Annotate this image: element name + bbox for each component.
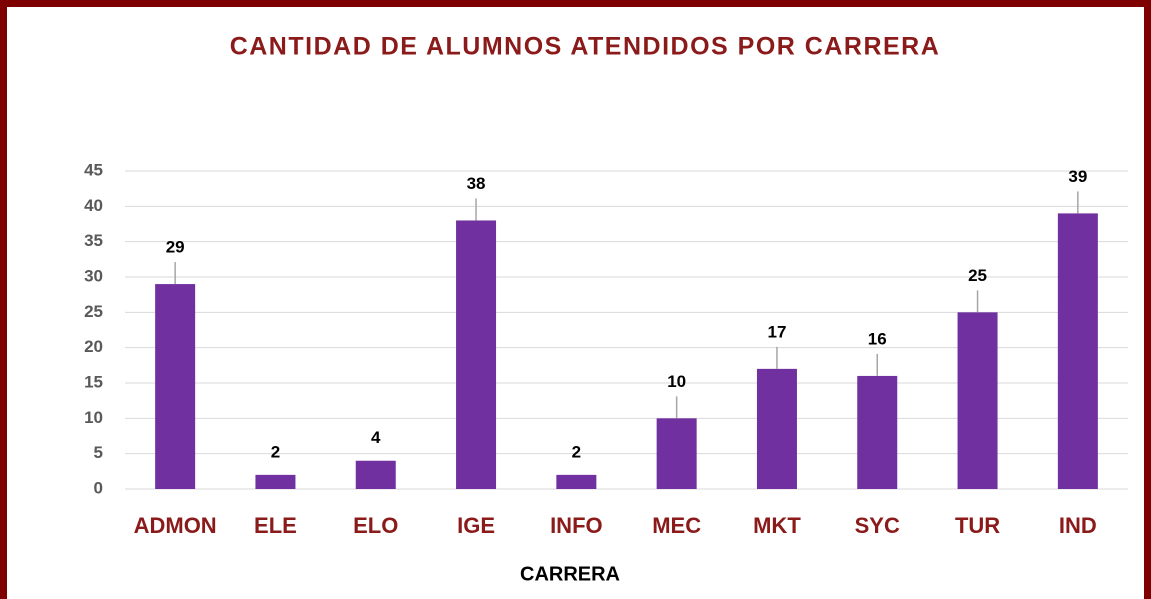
x-tick-label: MEC	[652, 513, 701, 538]
x-tick-label: INFO	[550, 513, 603, 538]
bar	[456, 220, 497, 489]
bar	[857, 375, 898, 489]
x-tick-label: TUR	[955, 513, 1000, 538]
x-tick-label: ADMON	[134, 513, 217, 538]
data-label: 2	[271, 442, 280, 461]
x-tick-label: ELE	[254, 513, 297, 538]
data-label: 4	[371, 428, 381, 447]
y-tick-label: 25	[84, 302, 103, 321]
bar	[656, 418, 697, 489]
bar	[556, 474, 597, 489]
bar	[957, 312, 998, 489]
bar	[355, 460, 396, 489]
y-tick-label: 10	[84, 408, 103, 427]
x-tick-label: IND	[1059, 513, 1097, 538]
data-label: 10	[667, 372, 686, 391]
bar	[1057, 213, 1098, 489]
y-tick-label: 15	[84, 372, 103, 391]
y-tick-label: 45	[84, 160, 103, 179]
x-axis-title: CARRERA	[520, 563, 620, 585]
x-tick-label: ELO	[353, 513, 398, 538]
y-tick-label: 40	[84, 196, 103, 215]
x-tick-label: MKT	[753, 513, 801, 538]
data-label: 38	[467, 174, 486, 193]
bar	[756, 368, 797, 489]
bar	[155, 284, 196, 489]
data-label: 25	[968, 266, 987, 285]
data-label: 16	[868, 329, 887, 348]
y-tick-label: 5	[94, 443, 103, 462]
x-tick-label: SYC	[855, 513, 900, 538]
y-tick-label: 35	[84, 231, 103, 250]
data-label: 2	[572, 442, 581, 461]
y-tick-label: 30	[84, 266, 103, 285]
data-label: 17	[767, 322, 786, 341]
data-label: 29	[166, 238, 185, 257]
x-tick-label: IGE	[457, 513, 495, 538]
chart-title: CANTIDAD DE ALUMNOS ATENDIDOS POR CARRER…	[230, 33, 941, 61]
y-tick-label: 0	[94, 478, 103, 497]
bar	[255, 474, 296, 489]
data-label: 39	[1068, 167, 1087, 186]
y-tick-label: 20	[84, 337, 103, 356]
